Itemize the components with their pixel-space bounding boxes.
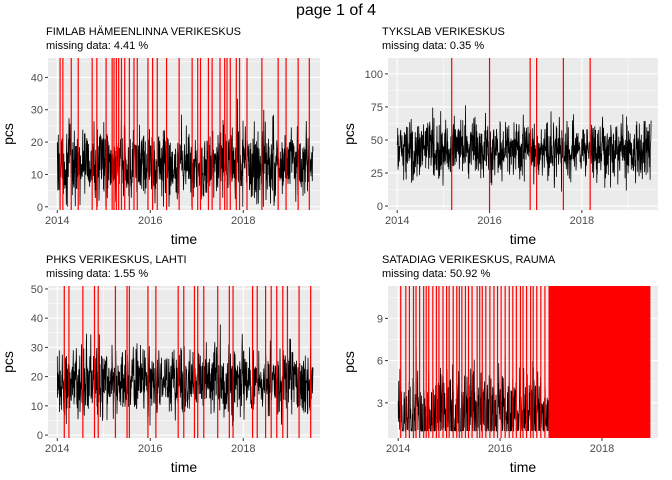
y-tick-label: 40	[31, 72, 43, 84]
page-title: page 1 of 4	[295, 2, 377, 19]
chart-subtitle: missing data: 4.41 %	[46, 40, 148, 52]
y-axis-title: pcs	[341, 123, 357, 145]
x-tick-label: 2014	[385, 215, 409, 227]
x-tick-label: 2016	[138, 443, 162, 455]
x-tick-label: 2018	[231, 443, 255, 455]
x-tick-label: 2016	[488, 443, 512, 455]
chart-subtitle: missing data: 0.35 %	[382, 40, 484, 52]
y-tick-label: 40	[31, 313, 43, 325]
y-tick-label: 75	[371, 102, 383, 114]
y-tick-label: 30	[31, 342, 43, 354]
y-tick-label: 0	[37, 430, 43, 442]
y-tick-label: 20	[31, 372, 43, 384]
y-tick-label: 100	[365, 69, 383, 81]
chart-subtitle: missing data: 1.55 %	[46, 268, 148, 280]
y-tick-label: 6	[377, 356, 383, 368]
chart-fimlab: FIMLAB HÄMEENLINNA VERIKESKUS missing da…	[0, 26, 320, 247]
y-tick-label: 50	[371, 135, 383, 147]
chart-title: SATADIAG VERIKESKUS, RAUMA	[382, 254, 556, 266]
y-axis-title: pcs	[341, 351, 357, 373]
y-tick-label: 9	[377, 313, 383, 325]
x-tick-label: 2018	[590, 443, 614, 455]
chart-title: TYKSLAB VERIKESKUS	[382, 26, 505, 38]
y-axis-title: pcs	[0, 123, 16, 145]
y-tick-label: 25	[371, 168, 383, 180]
y-tick-label: 0	[377, 201, 383, 213]
y-tick-label: 10	[31, 169, 43, 181]
series-line	[396, 105, 652, 192]
x-tick-label: 2016	[138, 215, 162, 227]
y-tick-label: 50	[31, 284, 43, 296]
missing-markers	[451, 58, 591, 210]
chart-satadiag: SATADIAG VERIKESKUS, RAUMA missing data:…	[341, 254, 658, 475]
x-axis-title: time	[510, 231, 537, 247]
x-tick-label: 2018	[570, 215, 594, 227]
y-tick-label: 3	[377, 398, 383, 410]
chart-phks: PHKS VERIKESKUS, LAHTI missing data: 1.5…	[0, 254, 320, 475]
x-tick-label: 2014	[45, 443, 69, 455]
missing-markers	[59, 58, 310, 210]
chart-subtitle: missing data: 50.92 %	[382, 268, 490, 280]
x-tick-label: 2018	[231, 215, 255, 227]
x-tick-label: 2014	[45, 215, 69, 227]
missing-block	[548, 286, 651, 438]
x-tick-label: 2016	[477, 215, 501, 227]
chart-tykslab: TYKSLAB VERIKESKUS missing data: 0.35 % 2…	[341, 26, 658, 247]
y-tick-label: 20	[31, 137, 43, 149]
series-line	[56, 324, 314, 427]
series-line	[56, 98, 314, 207]
y-tick-label: 30	[31, 105, 43, 117]
x-tick-label: 2014	[386, 443, 410, 455]
missing-markers	[400, 286, 651, 438]
chart-title: PHKS VERIKESKUS, LAHTI	[46, 254, 187, 266]
y-axis-title: pcs	[0, 351, 16, 373]
plot-area	[48, 58, 320, 210]
y-tick-label: 10	[31, 401, 43, 413]
x-axis-title: time	[510, 459, 537, 475]
missing-markers	[63, 286, 312, 438]
x-axis-title: time	[171, 231, 198, 247]
x-axis-title: time	[171, 459, 198, 475]
chart-title: FIMLAB HÄMEENLINNA VERIKESKUS	[46, 26, 241, 38]
y-tick-label: 0	[37, 202, 43, 214]
